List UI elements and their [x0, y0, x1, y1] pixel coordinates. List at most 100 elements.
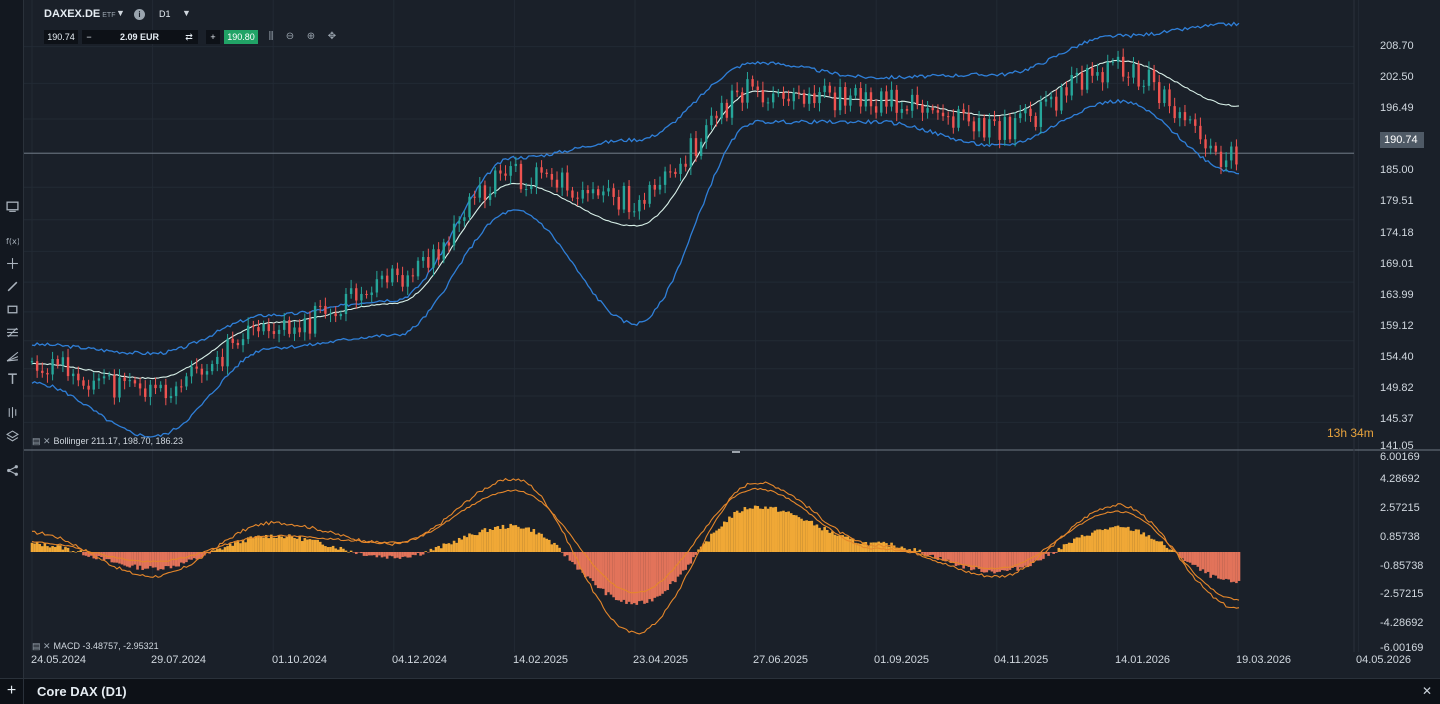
macd-histogram-bar: [1217, 552, 1220, 579]
macd-histogram-bar: [895, 547, 899, 552]
macd-histogram-bar: [504, 528, 507, 552]
chart-area[interactable]: DAXEX.DE ETF ▼ i D1 ▼ 190.74 − 2.09 EUR ⇄…: [24, 0, 1440, 678]
candle-body: [432, 249, 435, 268]
pitchfork-icon[interactable]: [0, 345, 24, 365]
macd-histogram-bar: [154, 552, 157, 568]
close-icon[interactable]: ✕: [1421, 684, 1432, 698]
macd-histogram-bar: [728, 516, 731, 552]
macd-histogram-bar: [123, 552, 126, 566]
macd-histogram-bar: [234, 542, 237, 552]
macd-histogram-bar: [393, 552, 397, 559]
macd-histogram-bar: [1129, 530, 1133, 552]
line-tool-icon[interactable]: [0, 276, 24, 296]
macd-histogram-bar: [421, 552, 425, 555]
macd-histogram-bar: [79, 550, 83, 552]
macd-histogram-bar: [787, 511, 790, 552]
candle-body: [298, 327, 301, 333]
candle-body: [370, 292, 373, 296]
crosshair-icon[interactable]: [0, 253, 24, 273]
macd-histogram-bar: [550, 544, 554, 552]
macd-histogram-bar: [128, 552, 132, 568]
share-icon[interactable]: [0, 460, 24, 480]
macd-histogram-bar: [501, 524, 505, 552]
quantity-input[interactable]: 2.09 EUR: [96, 30, 198, 44]
move-icon[interactable]: ✥: [327, 31, 337, 42]
function-icon[interactable]: f(x): [0, 230, 24, 250]
macd-histogram-bar: [1000, 552, 1004, 571]
bars-icon[interactable]: [0, 402, 24, 422]
macd-histogram-bar: [604, 552, 608, 596]
macd-histogram-bar: [707, 541, 711, 552]
candle-body: [108, 375, 111, 377]
macd-histogram-bar: [586, 552, 590, 577]
timeframe-dropdown-icon[interactable]: ▼: [182, 8, 191, 18]
macd-histogram-bar: [566, 552, 569, 556]
candle-body: [962, 109, 965, 114]
macd-histogram-bar: [686, 552, 690, 565]
buy-price-button[interactable]: 190.80: [224, 30, 258, 44]
fib-icon[interactable]: [0, 322, 24, 342]
rectangle-icon[interactable]: [0, 299, 24, 319]
symbol-label[interactable]: DAXEX.DE ETF: [44, 8, 116, 20]
candle-body: [792, 92, 795, 102]
macd-histogram-bar: [257, 535, 260, 552]
macd-histogram-bar: [820, 530, 824, 552]
macd-histogram-bar: [1137, 529, 1140, 552]
macd-histogram-bar: [941, 552, 945, 561]
candle-body: [720, 102, 723, 119]
macd-histogram-bar: [1044, 552, 1048, 554]
macd-histogram-bar: [1101, 530, 1104, 552]
macd-histogram-bar: [988, 552, 991, 571]
candle-body: [545, 172, 548, 174]
sell-price-button[interactable]: 190.74: [44, 30, 78, 44]
macd-histogram-bar: [66, 547, 70, 552]
candle-body: [658, 184, 662, 190]
candle-body: [46, 372, 49, 375]
candle-body: [566, 172, 569, 191]
candle-body: [401, 275, 404, 287]
add-chart-button[interactable]: +: [0, 679, 24, 704]
macd-histogram-bar: [877, 541, 881, 552]
symbol-dropdown-icon[interactable]: ▼: [116, 8, 125, 18]
text-icon[interactable]: [0, 368, 24, 388]
candle-body: [71, 373, 75, 377]
candle-body: [957, 109, 960, 128]
macd-histogram-bar: [962, 552, 965, 569]
info-icon[interactable]: i: [134, 9, 145, 20]
indicator-settings-icon[interactable]: ▤ ✕: [32, 641, 51, 651]
macd-histogram-bar: [553, 542, 556, 552]
macd-histogram-bar: [437, 545, 440, 552]
layers-icon[interactable]: [0, 426, 24, 446]
timeframe-selector[interactable]: D1: [159, 9, 171, 19]
zoom-in-icon[interactable]: ⊕: [306, 31, 316, 42]
price-chart[interactable]: [24, 0, 1440, 678]
macd-histogram-bar: [620, 552, 623, 602]
macd-histogram-bar: [823, 527, 826, 552]
macd-histogram-bar: [429, 548, 433, 552]
chart-tab-title[interactable]: Core DAX (D1): [37, 684, 127, 699]
macd-histogram-bar: [591, 552, 595, 581]
candle-body: [638, 199, 641, 212]
candle-body: [128, 380, 131, 382]
macd-histogram-bar: [841, 535, 844, 552]
candle-body: [710, 115, 713, 126]
macd-histogram-bar: [244, 542, 247, 552]
candle-body: [1188, 119, 1192, 121]
candle-body: [1209, 145, 1212, 149]
screen-icon[interactable]: [0, 196, 24, 216]
swap-icon[interactable]: ⇄: [182, 30, 196, 44]
candle-body: [524, 189, 528, 191]
macd-histogram-bar: [35, 542, 39, 552]
zoom-out-icon[interactable]: ⊖: [285, 31, 295, 42]
macd-histogram-bar: [414, 552, 417, 556]
macd-histogram-bar: [1181, 552, 1184, 559]
macd-legend[interactable]: ▤ ✕ MACD -3.48757, -2.95321: [32, 641, 159, 651]
bollinger-legend[interactable]: ▤ ✕ Bollinger 211.17, 198.70, 186.23: [32, 436, 183, 446]
quantity-increase-button[interactable]: +: [206, 30, 220, 44]
macd-histogram-bar: [869, 542, 873, 552]
indicator-settings-icon[interactable]: ▤ ✕: [32, 436, 51, 446]
candle-body: [509, 166, 512, 176]
quantity-decrease-button[interactable]: −: [82, 30, 96, 44]
macd-histogram-bar: [1214, 552, 1218, 576]
indicator-icon[interactable]: ⫼: [268, 31, 274, 42]
